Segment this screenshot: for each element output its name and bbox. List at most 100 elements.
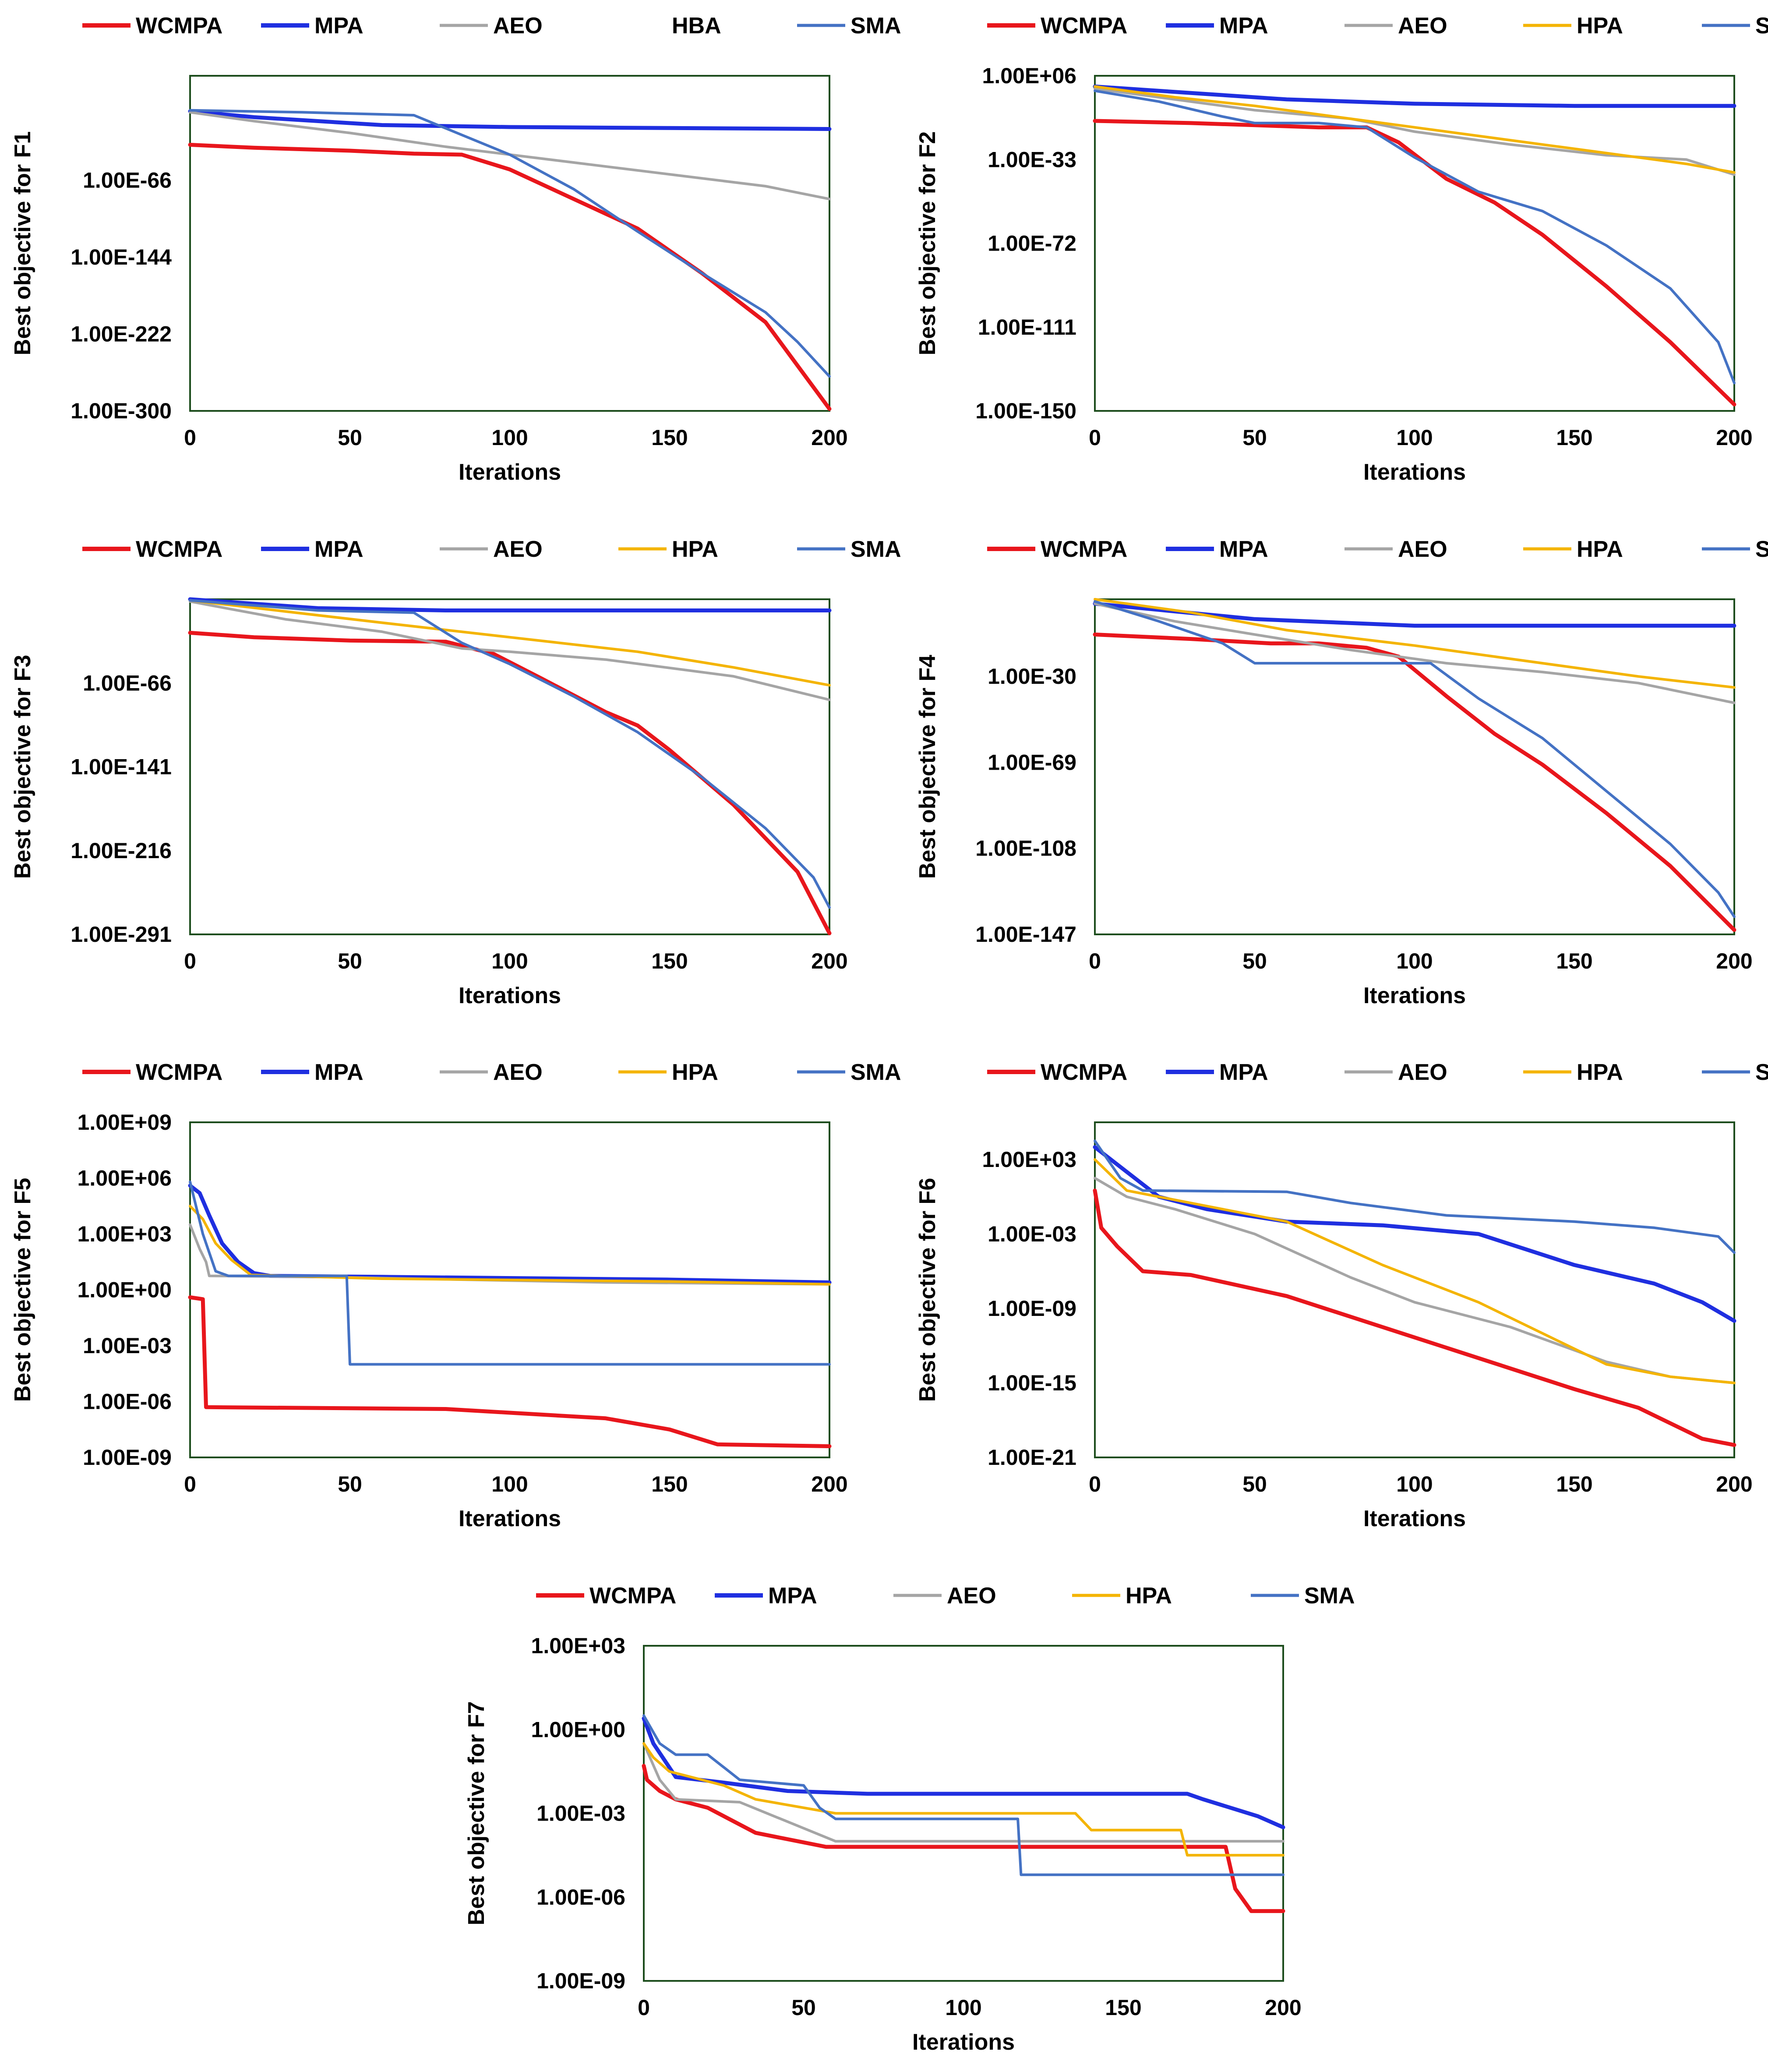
legend-label-hpa: HPA <box>672 1060 718 1085</box>
legend-label-aeo: AEO <box>493 537 543 562</box>
x-tick-label: 100 <box>945 1995 981 2020</box>
x-tick-label: 150 <box>1105 1995 1141 2020</box>
x-axis-title: Iterations <box>1363 983 1466 1008</box>
y-tick-label: 1.00E-69 <box>988 750 1076 774</box>
series-line-sma <box>1094 1139 1736 1254</box>
x-tick-label: 100 <box>1396 425 1433 450</box>
legend: WCMPA MPA AEO HPA SMA <box>82 1060 901 1085</box>
x-tick-label: 0 <box>184 949 196 973</box>
legend-label-wcmpa: WCMPA <box>136 1060 222 1085</box>
plot-frame <box>643 1645 1284 1982</box>
y-tick-label: 1.00E+00 <box>78 1278 172 1302</box>
x-tick-label: 150 <box>1556 1472 1592 1496</box>
legend: WCMPA MPA AEO HPA SMA <box>82 537 901 562</box>
x-axis-title: Iterations <box>912 2030 1015 2055</box>
series-line-wcmpa <box>642 1764 1285 1913</box>
y-tick-label: 1.00E-144 <box>71 245 172 269</box>
y-tick-label: 1.00E-222 <box>71 322 172 347</box>
y-tick-label: 1.00E+06 <box>78 1166 172 1191</box>
series-line-hba <box>190 111 829 192</box>
y-tick-label: 1.00E-09 <box>83 1445 172 1470</box>
y-tick-label: 1.00E-03 <box>536 1801 625 1826</box>
y-tick-label: 1.00E+03 <box>78 1222 172 1246</box>
series-line-wcmpa <box>1093 119 1736 407</box>
y-tick-label: 1.00E+09 <box>78 1110 172 1135</box>
series-line-mpa <box>188 597 832 612</box>
legend-label-wcmpa: WCMPA <box>1041 1060 1127 1085</box>
x-tick-label: 200 <box>1716 425 1752 450</box>
x-tick-label: 100 <box>491 1472 528 1496</box>
y-tick-label: 1.00E-03 <box>988 1222 1076 1246</box>
y-tick-label: 1.00E-291 <box>71 922 172 947</box>
x-tick-label: 0 <box>1089 949 1101 973</box>
series-line-aeo <box>189 600 831 701</box>
series-line-mpa <box>642 1716 1285 1829</box>
x-axis-title: Iterations <box>459 1506 561 1531</box>
x-tick-label: 50 <box>1242 949 1267 973</box>
series-line-sma <box>189 109 831 378</box>
x-tick-label: 50 <box>791 1995 816 2020</box>
x-axis-title: Iterations <box>1363 1506 1466 1531</box>
series-line-aeo <box>1094 602 1736 704</box>
series-line-wcmpa <box>1093 1188 1736 1447</box>
legend-label-sma: SMA <box>1304 1583 1355 1609</box>
y-tick-label: 1.00E-147 <box>975 922 1076 947</box>
series-line-hpa <box>1094 85 1736 174</box>
legend-label-wcmpa: WCMPA <box>1041 13 1127 39</box>
legend-label-aeo: AEO <box>493 1060 543 1085</box>
legend-label-mpa: MPA <box>314 537 363 562</box>
y-axis-title: Best objective for F3 <box>10 655 35 879</box>
legend-label-mpa: MPA <box>314 1060 363 1085</box>
y-tick-label: 1.00E-03 <box>83 1333 172 1358</box>
legend-label-sma: SMA <box>1755 537 1768 562</box>
y-tick-label: 1.00E+03 <box>982 1147 1076 1172</box>
legend-label-sma: SMA <box>850 13 901 39</box>
chart-f6: 0 50 100 150 200 1.00E+03 1.00E-03 1.00E-09 1.00… <box>915 1060 1768 1531</box>
y-tick-label: 1.00E-30 <box>988 664 1076 689</box>
legend-label-wcmpa: WCMPA <box>589 1583 676 1609</box>
chart-f3: 0 50 100 150 200 1.00E-66 1.00E-141 1.00E-216 1.… <box>10 537 901 1008</box>
legend: WCMPA MPA AEO HPA SMA <box>987 1060 1768 1085</box>
y-axis-title: Best objective for F6 <box>915 1178 940 1402</box>
legend: WCMPA MPA AEO HPA SMA <box>536 1583 1355 1609</box>
legend-label-mpa: MPA <box>314 13 363 39</box>
series-line-wcmpa <box>188 1295 832 1448</box>
x-tick-label: 0 <box>1089 425 1101 450</box>
series-line-sma <box>189 599 831 909</box>
plot-frame <box>1094 1121 1735 1458</box>
y-tick-label: 1.00E-66 <box>83 671 172 695</box>
plot-frame <box>189 1121 830 1458</box>
y-tick-label: 1.00E-300 <box>71 399 172 423</box>
y-tick-label: 1.00E-09 <box>988 1296 1076 1321</box>
y-tick-label: 1.00E-72 <box>988 231 1076 256</box>
x-tick-label: 0 <box>184 1472 196 1496</box>
legend-label-hpa: HPA <box>1126 1583 1172 1609</box>
legend-label-aeo: AEO <box>1398 537 1447 562</box>
legend-label-sma: SMA <box>1755 1060 1768 1085</box>
y-tick-label: 1.00E-06 <box>83 1390 172 1414</box>
legend-label-mpa: MPA <box>1219 13 1268 39</box>
series-line-hpa <box>189 1205 831 1286</box>
x-tick-label: 50 <box>1242 425 1267 450</box>
x-tick-label: 50 <box>338 949 362 973</box>
series-line-aeo <box>642 1742 1285 1843</box>
series-line-wcmpa <box>1093 633 1736 932</box>
y-tick-label: 1.00E-66 <box>83 168 172 193</box>
y-tick-label: 1.00E+00 <box>531 1717 625 1742</box>
chart-f5: 0 50 100 150 200 1.00E+09 1.00E+06 1.00E+03 1.00… <box>10 1060 901 1531</box>
series-line-hpa <box>1094 598 1736 689</box>
series-line-aeo <box>189 111 831 201</box>
series-line-wcmpa <box>188 631 832 935</box>
plot-frame <box>189 75 830 412</box>
y-tick-label: 1.00E+03 <box>531 1634 625 1658</box>
legend-label-hpa: HPA <box>1577 537 1623 562</box>
y-axis-title: Best objective for F2 <box>915 131 940 355</box>
x-tick-label: 200 <box>811 1472 847 1496</box>
y-tick-label: 1.00E-111 <box>978 315 1076 339</box>
x-tick-label: 0 <box>638 1995 650 2020</box>
legend-label-sma: SMA <box>850 1060 901 1085</box>
series-line-hpa <box>642 1742 1285 1857</box>
x-tick-label: 100 <box>1396 949 1433 973</box>
x-tick-label: 100 <box>491 949 528 973</box>
x-axis-title: Iterations <box>459 460 561 485</box>
